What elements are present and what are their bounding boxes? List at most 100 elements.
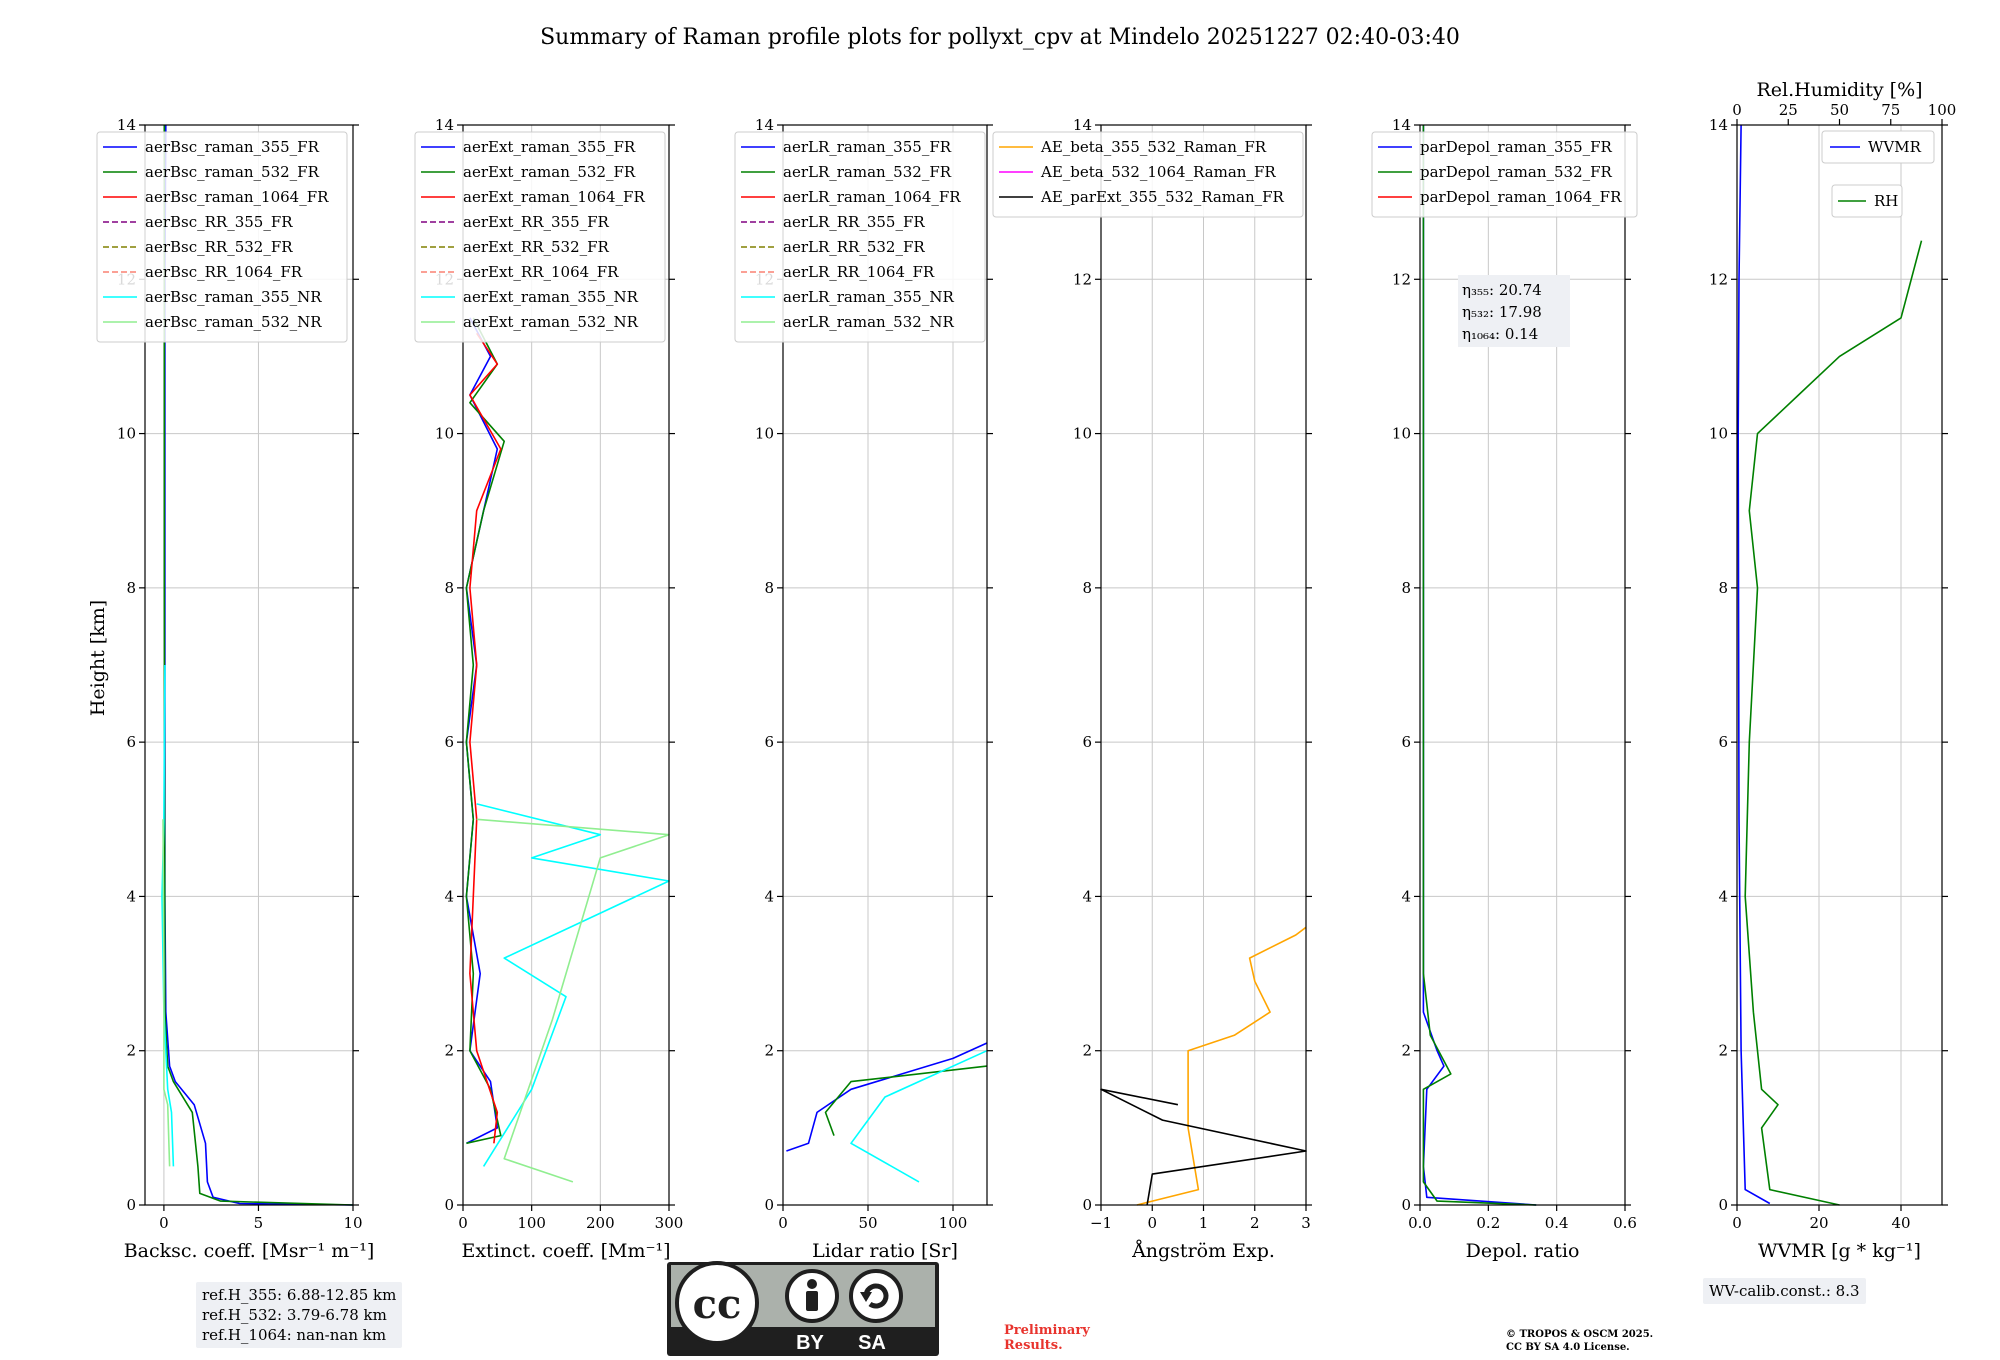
x-tick-label: 200: [586, 1214, 615, 1232]
y-tick-label: 4: [1401, 887, 1411, 905]
legend-label: AE_beta_355_532_Raman_FR: [1040, 138, 1267, 156]
legend-label: AE_parExt_355_532_Raman_FR: [1040, 188, 1285, 206]
y-tick-label: 10: [1073, 425, 1092, 443]
y-tick-label: 2: [126, 1042, 136, 1060]
copyright-note: © TROPOS & OSCM 2025. CC BY SA 4.0 Licen…: [1506, 1328, 1653, 1354]
x-axis-label: Backsc. coeff. [Msr⁻¹ m⁻¹]: [124, 1240, 375, 1262]
x-tick-label: −1: [1090, 1214, 1112, 1232]
cc-by-sa-badge[interactable]: cc BY SA: [667, 1261, 939, 1356]
eta-value: η₁₀₆₄: 0.14: [1462, 325, 1538, 343]
y-tick-label: 10: [755, 425, 774, 443]
x-tick-label: 40: [1891, 1214, 1910, 1232]
legend-label: aerLR_raman_355_NR: [783, 288, 954, 306]
legend-label: parDepol_raman_532_FR: [1420, 163, 1613, 181]
y-tick-label: 8: [444, 579, 454, 597]
wv-calib-const: WV-calib.const.: 8.3: [1709, 1282, 1860, 1300]
legend-label: aerLR_raman_532_FR: [783, 163, 952, 181]
wv-calib-box: WV-calib.const.: 8.3: [1703, 1278, 1866, 1304]
y-tick-label: 0: [764, 1196, 774, 1214]
x-tick-label: 50: [858, 1214, 877, 1232]
x-tick-label: 0: [1732, 1214, 1742, 1232]
y-tick-label: 14: [117, 116, 136, 134]
series-WVMR: [1737, 124, 1771, 1205]
x-tick-label: 2: [1250, 1214, 1260, 1232]
y-tick-label: 14: [1073, 116, 1092, 134]
legend-label: aerExt_raman_532_FR: [463, 163, 636, 181]
ref-height-1064: ref.H_1064: nan-nan km: [202, 1326, 387, 1344]
series-aerLR_raman_355_NR: [850, 1049, 988, 1183]
x2-tick-label: 75: [1881, 101, 1900, 119]
y-tick-label: 10: [117, 425, 136, 443]
legend-label: aerLR_raman_1064_FR: [783, 188, 961, 206]
panel-dep: 0.0 0.2 0.4 0.6 0 2 4 6 8 10 12 14 Depol. ratio parDe…: [1371, 116, 1638, 1262]
x-tick-label: 0.2: [1476, 1214, 1500, 1232]
panel-wv: 0 20 40 0 2 4 6 8 10 12 14 WVMR [g * kg⁻¹] 0 25 50 75 10…: [1709, 79, 1956, 1262]
legend-label: aerExt_raman_532_NR: [463, 313, 639, 331]
legend-label: WVMR: [1868, 138, 1922, 156]
ref-height-532: ref.H_532: 3.79-6.78 km: [202, 1306, 387, 1324]
y-tick-label: 6: [126, 733, 136, 751]
legend-label: aerExt_raman_355_NR: [463, 288, 639, 306]
x-axis-label: Lidar ratio [Sr]: [812, 1240, 958, 1262]
x-tick-label: 0.0: [1408, 1214, 1432, 1232]
x2-tick-label: 100: [1928, 101, 1957, 119]
x-tick-label: 0.6: [1613, 1214, 1637, 1232]
legend-box: [96, 131, 348, 343]
axes-frame: [144, 124, 354, 1206]
legend: parDepol_raman_355_FR parDepol_raman_532_…: [1371, 131, 1638, 218]
x-tick-label: 0: [1147, 1214, 1157, 1232]
series-AE_beta_355_532_Raman_FR: [1136, 926, 1307, 1206]
share-alike-icon: [849, 1269, 903, 1323]
x-tick-label: 5: [254, 1214, 264, 1232]
y-tick-label: 8: [764, 579, 774, 597]
panel-lr: 05010002468101214Lidar ratio [Sr]aerLR_r…: [734, 116, 993, 1262]
series-aerExt_raman_355_NR: [476, 803, 670, 1167]
legend-label: aerBsc_RR_1064_FR: [145, 263, 303, 281]
x-tick-label: 0: [778, 1214, 788, 1232]
cc-logo-icon: [675, 1261, 759, 1345]
y-axis-label: Height [km]: [87, 600, 109, 716]
y-tick-label: 6: [444, 733, 454, 751]
eta-value: η₅₃₂: 17.98: [1462, 303, 1542, 321]
y-tick-label: 4: [444, 887, 454, 905]
x-tick-label: 1: [1199, 1214, 1209, 1232]
legend-label: aerLR_RR_1064_FR: [783, 263, 935, 281]
panels: 051002468101214Backsc. coeff. [Msr⁻¹ m⁻¹…: [96, 79, 1956, 1262]
x-axis-label: Ångström Exp.: [1131, 1240, 1275, 1262]
legend: AE_beta_355_532_Raman_FR AE_beta_532_1064…: [992, 131, 1304, 218]
series-parDepol_raman_532_FR: [1422, 125, 1537, 1206]
y-tick-label: 12: [1392, 270, 1411, 288]
y-tick-label: 14: [1709, 116, 1728, 134]
x-tick-label: 300: [655, 1214, 684, 1232]
legend-box: [992, 131, 1304, 218]
legend-label: aerBsc_RR_532_FR: [145, 238, 293, 256]
y-tick-label: 2: [1401, 1042, 1411, 1060]
x-tick-label: 10: [343, 1214, 362, 1232]
legend-label: aerBsc_raman_355_FR: [145, 138, 320, 156]
legend-label: aerExt_raman_1064_FR: [463, 188, 645, 206]
y-tick-label: 0: [126, 1196, 136, 1214]
legend-label: aerLR_RR_532_FR: [783, 238, 925, 256]
series-aerLR_raman_355_FR: [786, 1042, 988, 1152]
y-tick-label: 0: [1718, 1196, 1728, 1214]
x-tick-label: 0.4: [1545, 1214, 1569, 1232]
y-tick-label: 0: [1082, 1196, 1092, 1214]
legend-label: parDepol_raman_355_FR: [1420, 138, 1613, 156]
x2-tick-label: 50: [1830, 101, 1849, 119]
eta-background: [1458, 275, 1570, 347]
x-tick-label: 0: [159, 1214, 169, 1232]
y-tick-label: 12: [1073, 270, 1092, 288]
x2-tick-label: 25: [1779, 101, 1798, 119]
x-axis-label: WVMR [g * kg⁻¹]: [1758, 1240, 1921, 1262]
y-tick-label: 4: [1082, 887, 1092, 905]
y-tick-label: 8: [126, 579, 136, 597]
eta-value: η₃₅₅: 20.74: [1462, 281, 1542, 299]
series-aerLR_raman_532_FR: [824, 1065, 988, 1136]
axes-frame: [782, 124, 988, 1206]
legend-box: [414, 131, 666, 343]
legend-label: aerBsc_raman_1064_FR: [145, 188, 329, 206]
y-tick-label: 10: [1709, 425, 1728, 443]
x-tick-label: 0: [458, 1214, 468, 1232]
